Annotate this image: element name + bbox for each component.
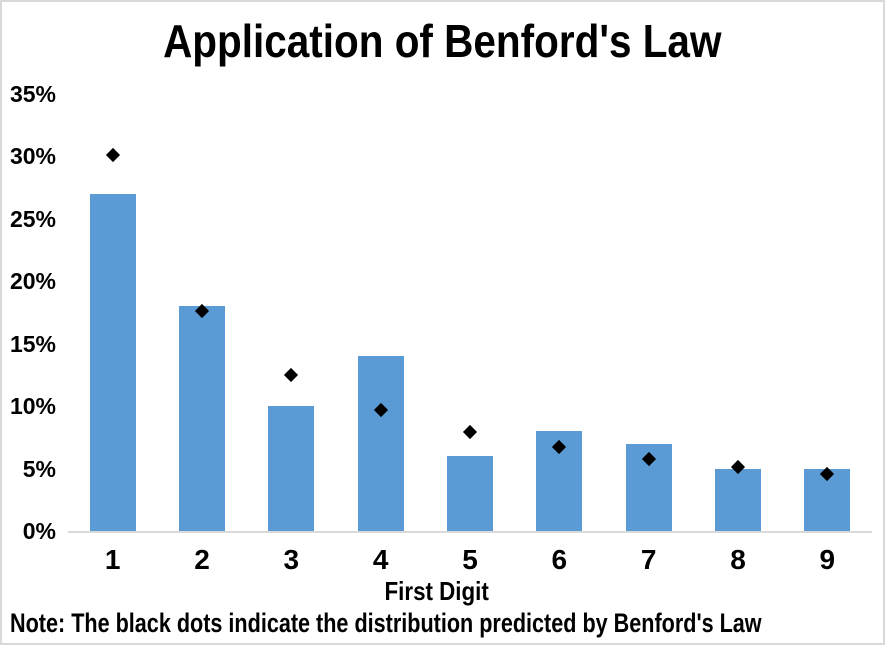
- x-tick-label-6: 6: [551, 544, 568, 575]
- y-tick-label-15pct: 15%: [9, 330, 56, 357]
- bar-digit-4: [357, 356, 404, 531]
- plot-area: [68, 94, 872, 533]
- x-axis-title-text: First Digit: [384, 576, 490, 606]
- bar-digit-8: [715, 468, 761, 531]
- x-axis-title: First Digit: [2, 576, 872, 606]
- benford-marker-digit-1: [105, 148, 120, 163]
- x-axis-line: [68, 531, 872, 533]
- chart-title: Application of Benford's Law: [2, 16, 883, 66]
- y-tick-label-25pct: 25%: [9, 205, 56, 232]
- x-tick-label-7: 7: [640, 544, 657, 575]
- y-tick-label-35pct: 35%: [9, 81, 56, 107]
- x-tick-label-2: 2: [194, 544, 210, 575]
- y-tick-label-10pct: 10%: [9, 393, 56, 420]
- x-tick-label-4: 4: [372, 544, 389, 575]
- chart-note-text: Note: The black dots indicate the distri…: [10, 608, 762, 638]
- x-tick-label-9: 9: [819, 544, 836, 575]
- chart-note: Note: The black dots indicate the distri…: [10, 607, 883, 639]
- y-tick-label-20pct: 20%: [9, 268, 56, 295]
- x-tick-label-1: 1: [104, 544, 121, 575]
- bar-digit-5: [447, 456, 493, 531]
- bar-digit-2: [179, 306, 225, 531]
- x-tick-label-5: 5: [462, 544, 478, 575]
- y-tick-label-5pct: 5%: [22, 455, 56, 482]
- y-tick-label-0pct: 0%: [22, 518, 56, 544]
- benford-marker-digit-3: [284, 367, 299, 382]
- chart-title-text: Application of Benford's Law: [163, 15, 722, 67]
- x-tick-label-3: 3: [283, 544, 300, 575]
- benford-marker-digit-5: [462, 425, 478, 440]
- y-tick-label-30pct: 30%: [9, 143, 56, 170]
- bar-digit-1: [89, 193, 136, 531]
- x-tick-label-8: 8: [730, 544, 746, 575]
- bar-digit-3: [268, 406, 315, 531]
